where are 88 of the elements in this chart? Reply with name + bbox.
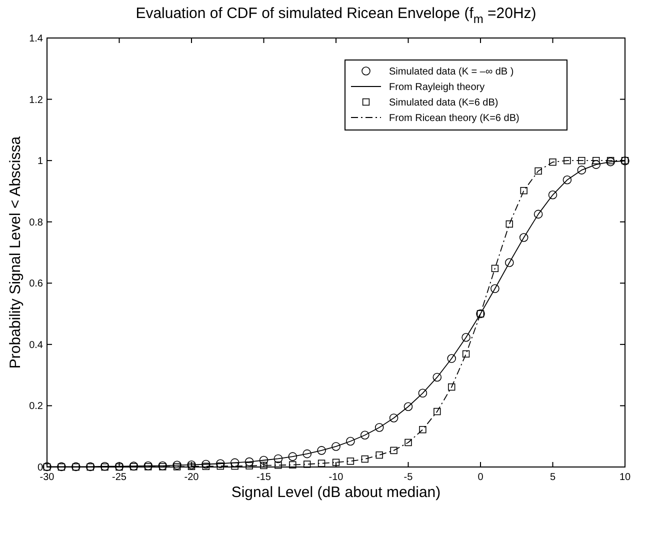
point — [462, 332, 470, 342]
x-tick-label: 5 — [550, 472, 556, 483]
point — [216, 459, 225, 468]
point — [491, 264, 499, 272]
point — [592, 156, 600, 164]
point — [447, 354, 456, 363]
point — [172, 460, 182, 470]
y-axis-title: Probability Signal Level < Abscissa — [7, 136, 24, 369]
point — [549, 158, 556, 166]
x-tick-label: 10 — [619, 472, 631, 483]
point — [404, 402, 413, 412]
point — [519, 233, 528, 242]
point — [230, 458, 240, 468]
point — [289, 461, 296, 468]
x-tick-label: -25 — [112, 472, 127, 483]
x-tick-label: -30 — [40, 472, 55, 483]
point — [159, 463, 166, 470]
y-tick-label: 0 — [37, 462, 44, 474]
point — [158, 461, 167, 470]
y-tick-label: 1.2 — [29, 94, 44, 106]
point — [434, 408, 441, 416]
point — [490, 284, 500, 294]
y-tick-label: 0.2 — [29, 401, 44, 412]
point — [390, 446, 398, 454]
point — [404, 438, 412, 446]
y-tick-label: 1.4 — [29, 34, 44, 44]
point — [246, 462, 253, 470]
x-tick-label: -5 — [404, 472, 414, 483]
point — [506, 220, 513, 228]
point — [418, 388, 428, 398]
point — [606, 157, 615, 166]
point — [534, 167, 542, 175]
point — [144, 461, 153, 470]
point — [332, 442, 340, 451]
point — [231, 462, 238, 470]
point — [564, 156, 571, 164]
point — [562, 175, 572, 184]
point — [332, 458, 340, 466]
x-axis-title: Signal Level (dB about median) — [231, 484, 441, 501]
point — [606, 156, 614, 164]
point — [259, 456, 268, 465]
x-tick-label: -15 — [256, 472, 272, 483]
point — [288, 452, 298, 461]
x-tick-label: -10 — [328, 472, 344, 483]
point — [260, 462, 268, 470]
y-tick-label: 0.4 — [29, 340, 44, 351]
point — [376, 451, 383, 459]
point — [548, 190, 558, 200]
point — [202, 462, 210, 470]
point — [318, 460, 326, 467]
point — [144, 463, 152, 470]
point — [244, 457, 254, 466]
point — [520, 187, 528, 194]
legend-label: From Rayleigh theory — [389, 82, 485, 93]
point — [419, 426, 426, 434]
point — [360, 430, 370, 440]
point — [505, 258, 514, 268]
point — [578, 156, 586, 164]
point — [173, 463, 181, 470]
point — [346, 458, 354, 465]
point — [448, 383, 456, 391]
legend-label: Simulated data (K = –∞ dB ) — [389, 66, 514, 78]
point — [304, 460, 311, 468]
point — [202, 460, 210, 469]
point — [188, 462, 196, 470]
point — [462, 350, 470, 358]
point — [274, 454, 283, 464]
y-tick-label: 0.8 — [29, 217, 44, 228]
point — [432, 372, 442, 382]
point — [592, 160, 600, 169]
point — [317, 446, 326, 455]
point — [302, 449, 312, 458]
point — [274, 462, 282, 469]
point — [216, 462, 224, 470]
x-tick-label: 0 — [478, 472, 484, 483]
point — [346, 436, 355, 446]
y-tick-label: 1 — [37, 156, 44, 168]
point — [534, 210, 543, 219]
point — [361, 455, 368, 463]
point — [374, 423, 384, 432]
point — [577, 166, 586, 174]
point — [389, 414, 398, 422]
point — [187, 460, 196, 470]
x-tick-label: -20 — [184, 472, 200, 483]
legend-label: From Ricean theory (K=6 dB) — [389, 113, 520, 124]
y-tick-label: 0.6 — [29, 278, 44, 290]
chart-title: Evaluation of CDF of simulated Ricean Envelope (f$_{m}$ =20Hz) — [136, 5, 536, 26]
legend-label: Simulated data (K=6 dB) — [389, 98, 498, 108]
